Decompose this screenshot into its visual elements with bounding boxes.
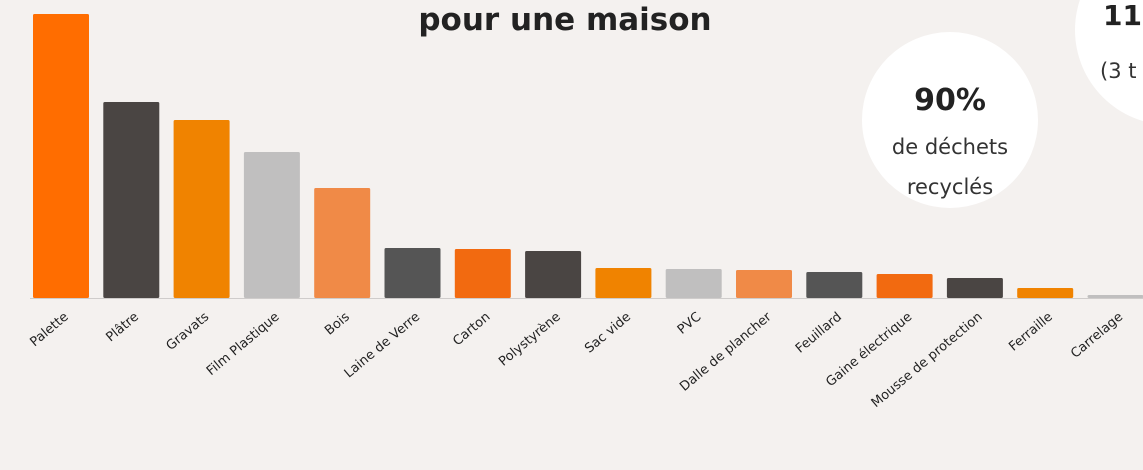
stat-value: 90% (914, 83, 986, 118)
stat-text: (3 t (1100, 59, 1136, 83)
bar (173, 120, 230, 298)
chart-title: pour une maison (418, 2, 711, 38)
bar (243, 152, 300, 298)
bar (1017, 288, 1074, 298)
bar (736, 270, 792, 298)
bar (876, 274, 933, 298)
stat-value: 11 (1103, 0, 1142, 32)
stat-circle (862, 32, 1038, 208)
bar (665, 269, 722, 298)
bar (103, 102, 160, 298)
bar (454, 249, 511, 298)
bar (946, 278, 1003, 298)
bar (806, 272, 863, 298)
stat-text: de déchets (892, 135, 1008, 159)
bar (384, 248, 441, 298)
bar (33, 14, 89, 298)
bar (1087, 295, 1143, 298)
bar (595, 268, 652, 298)
bar (525, 251, 582, 298)
bar (314, 188, 371, 298)
stat-circle (1075, 0, 1143, 122)
stat-text: recyclés (907, 175, 993, 199)
